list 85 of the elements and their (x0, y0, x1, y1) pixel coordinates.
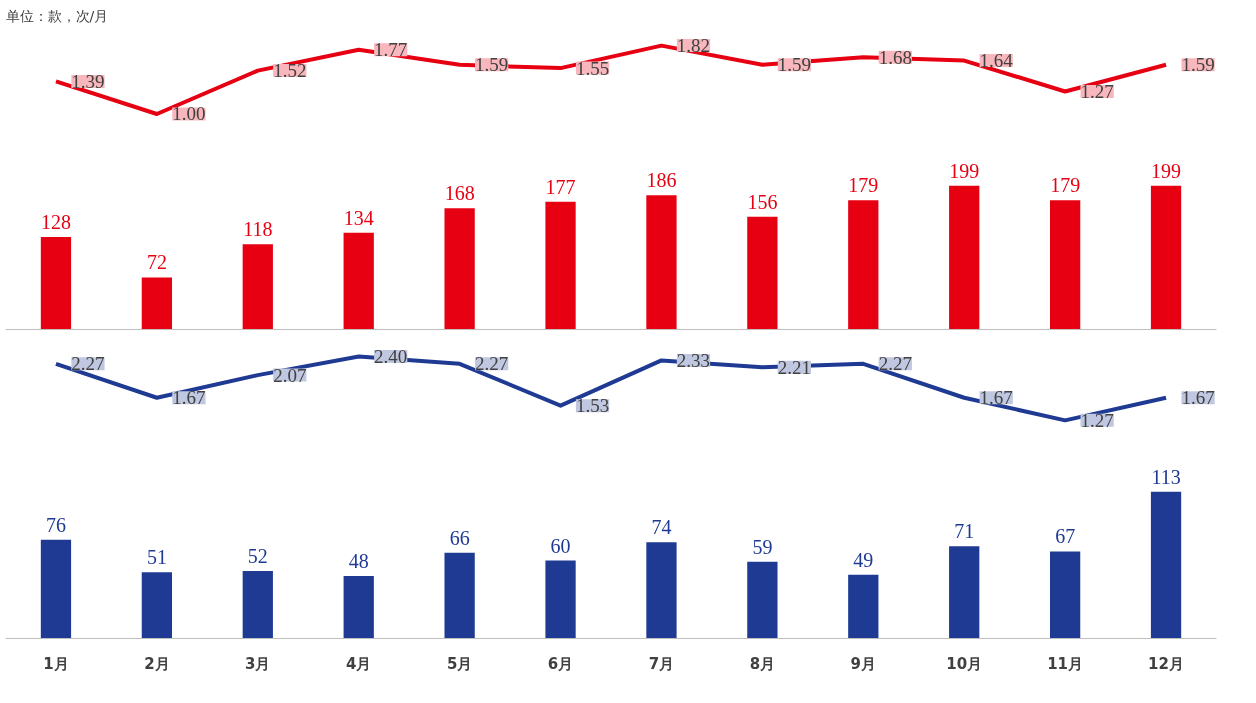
data-label: 59 (752, 535, 773, 558)
data-label: 1.52 (273, 60, 307, 82)
data-label: 74 (651, 516, 672, 539)
data-label: 1.27 (1080, 409, 1114, 431)
data-label: 2.21 (777, 356, 811, 378)
data-label: 2.27 (878, 353, 912, 375)
data-label: 1.27 (1080, 80, 1114, 102)
bar (545, 201, 576, 330)
data-label: 1.59 (475, 54, 509, 76)
text: 单位：款，次/月 (5, 7, 109, 24)
data-label: 1.68 (878, 46, 912, 68)
data-label: 1.59 (777, 54, 811, 76)
bar (343, 232, 374, 330)
data-label: 76 (45, 513, 66, 536)
data-label: 1.82 (676, 35, 711, 57)
bar (646, 542, 677, 639)
x-tick-label: 4月 (345, 654, 372, 673)
bar (646, 195, 677, 330)
data-label: 66 (449, 526, 470, 549)
data-label: 179 (1050, 174, 1081, 197)
data-label: 118 (243, 218, 273, 241)
bar (848, 200, 879, 330)
bar (1049, 551, 1081, 639)
data-label: 60 (550, 534, 571, 557)
data-label: 1.39 (71, 70, 105, 92)
data-label: 2.27 (475, 353, 509, 375)
data-label: 179 (848, 174, 879, 197)
data-label: 113 (1151, 465, 1181, 488)
bar (444, 208, 475, 330)
data-label: 177 (545, 175, 576, 198)
data-label: 2.33 (676, 349, 711, 371)
data-label: 52 (247, 544, 268, 567)
bar (747, 216, 778, 330)
data-label: 72 (146, 251, 167, 274)
data-label: 186 (646, 169, 677, 192)
data-label: 1.77 (374, 39, 408, 61)
bar (1049, 200, 1081, 330)
data-label: 2.07 (273, 364, 307, 386)
data-label: 1.55 (575, 57, 610, 79)
data-label: 1.53 (575, 395, 610, 417)
bar (343, 576, 374, 639)
x-tick-label: 9月 (850, 654, 877, 673)
bar (747, 561, 778, 639)
data-label: 128 (40, 211, 71, 234)
data-label: 71 (954, 520, 975, 543)
data-label: 199 (949, 159, 980, 182)
bar (545, 560, 576, 639)
data-label: 1.67 (979, 387, 1013, 409)
bar (40, 539, 72, 639)
data-label: 1.59 (1181, 54, 1215, 76)
x-tick-label: 1月 (43, 654, 69, 673)
data-label: 134 (343, 206, 374, 229)
data-label: 2.27 (71, 353, 105, 375)
bar (1150, 185, 1182, 330)
x-tick-label: 3月 (245, 654, 271, 673)
bar (242, 570, 273, 639)
x-tick-label: 11月 (1047, 654, 1084, 673)
x-tick-label: 10月 (946, 654, 983, 673)
bar (949, 546, 980, 639)
bar (141, 572, 173, 639)
x-tick-label: 7月 (648, 654, 675, 673)
bar (444, 552, 475, 639)
x-tick-label: 6月 (547, 654, 574, 673)
data-label: 1.00 (172, 103, 206, 125)
x-tick-label: 12月 (1148, 654, 1184, 673)
data-label: 199 (1151, 159, 1182, 182)
x-tick-label: 2月 (144, 654, 170, 673)
data-label: 49 (853, 548, 874, 571)
data-label: 48 (348, 550, 369, 573)
data-label: 1.67 (1181, 387, 1215, 409)
x-tick-label: 8月 (749, 654, 776, 673)
x-tick-label: 5月 (446, 654, 473, 673)
data-label: 1.67 (172, 387, 206, 409)
bar (141, 277, 173, 330)
data-label: 1.64 (979, 50, 1014, 72)
bar (1150, 491, 1182, 639)
data-label: 67 (1055, 525, 1076, 548)
data-label: 51 (146, 546, 167, 569)
bar (848, 574, 879, 639)
bar (242, 244, 273, 330)
data-label: 168 (444, 182, 475, 205)
bar (40, 237, 72, 330)
data-label: 156 (747, 190, 778, 213)
data-label: 2.40 (374, 345, 408, 367)
bar (949, 185, 980, 330)
